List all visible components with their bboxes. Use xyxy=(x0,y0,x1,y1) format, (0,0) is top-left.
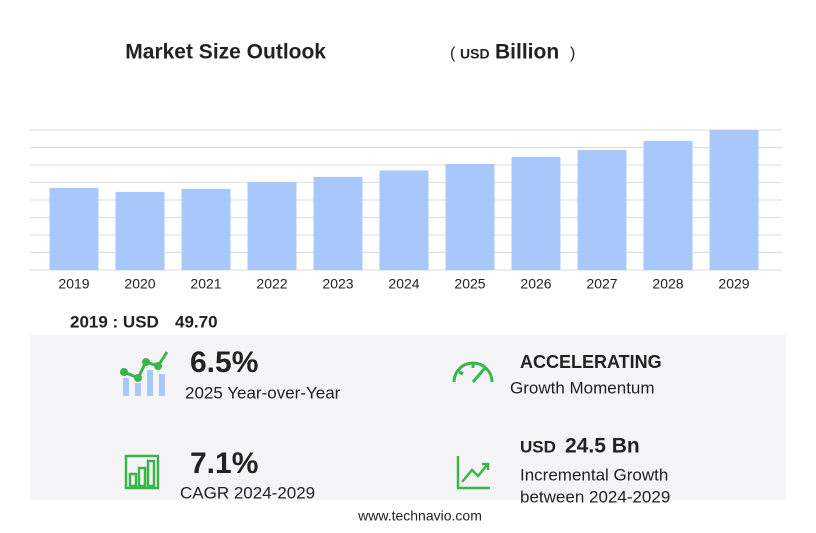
unit-open: ( xyxy=(450,45,456,62)
bar xyxy=(379,170,429,270)
incremental-label: Incremental Growth xyxy=(520,465,668,484)
x-tick-label: 2026 xyxy=(520,276,551,292)
cagr-value: 7.1% xyxy=(190,447,258,480)
x-tick-label: 2020 xyxy=(124,276,155,292)
highlight-label: 2019 : USD xyxy=(70,312,159,331)
yoy-label: 2025 Year-over-Year xyxy=(185,383,341,402)
cagr-label: CAGR 2024-2029 xyxy=(180,483,315,502)
unit-name: Billion xyxy=(495,41,559,64)
unit-currency: USD xyxy=(460,46,490,62)
yoy-value: 6.5% xyxy=(190,346,258,379)
x-tick-label: 2022 xyxy=(256,276,287,292)
x-tick-label: 2024 xyxy=(388,276,419,292)
bar xyxy=(445,164,495,270)
yoy-icon xyxy=(120,351,169,396)
x-tick-label: 2023 xyxy=(322,276,353,292)
highlight-value: 49.70 xyxy=(175,312,218,331)
incremental-icon xyxy=(456,456,490,490)
momentum-icon xyxy=(452,361,494,383)
bar xyxy=(709,130,759,270)
incremental-currency: USD xyxy=(520,437,556,456)
cagr-icon xyxy=(124,454,160,490)
bar xyxy=(313,176,363,270)
bar xyxy=(247,182,297,270)
x-tick-label: 2028 xyxy=(652,276,683,292)
x-tick-label: 2019 xyxy=(58,276,89,292)
bar xyxy=(181,188,231,270)
momentum-label: Growth Momentum xyxy=(510,378,655,397)
x-tick-label: 2027 xyxy=(586,276,617,292)
bar xyxy=(49,187,99,270)
incremental-label: between 2024-2029 xyxy=(520,487,670,506)
incremental-value: 24.5 Bn xyxy=(565,435,640,458)
stats-panel xyxy=(30,335,786,500)
chart-title: Market Size Outlook xyxy=(125,41,326,64)
x-tick-label: 2029 xyxy=(718,276,749,292)
bar xyxy=(577,149,627,270)
x-tick-label: 2025 xyxy=(454,276,485,292)
footer: www.technavio.com xyxy=(357,508,482,524)
momentum-value: ACCELERATING xyxy=(520,352,662,372)
bar xyxy=(643,140,693,270)
x-tick-label: 2021 xyxy=(190,276,221,292)
unit-close: ) xyxy=(570,45,575,62)
bar xyxy=(511,156,561,270)
bar xyxy=(115,191,165,270)
